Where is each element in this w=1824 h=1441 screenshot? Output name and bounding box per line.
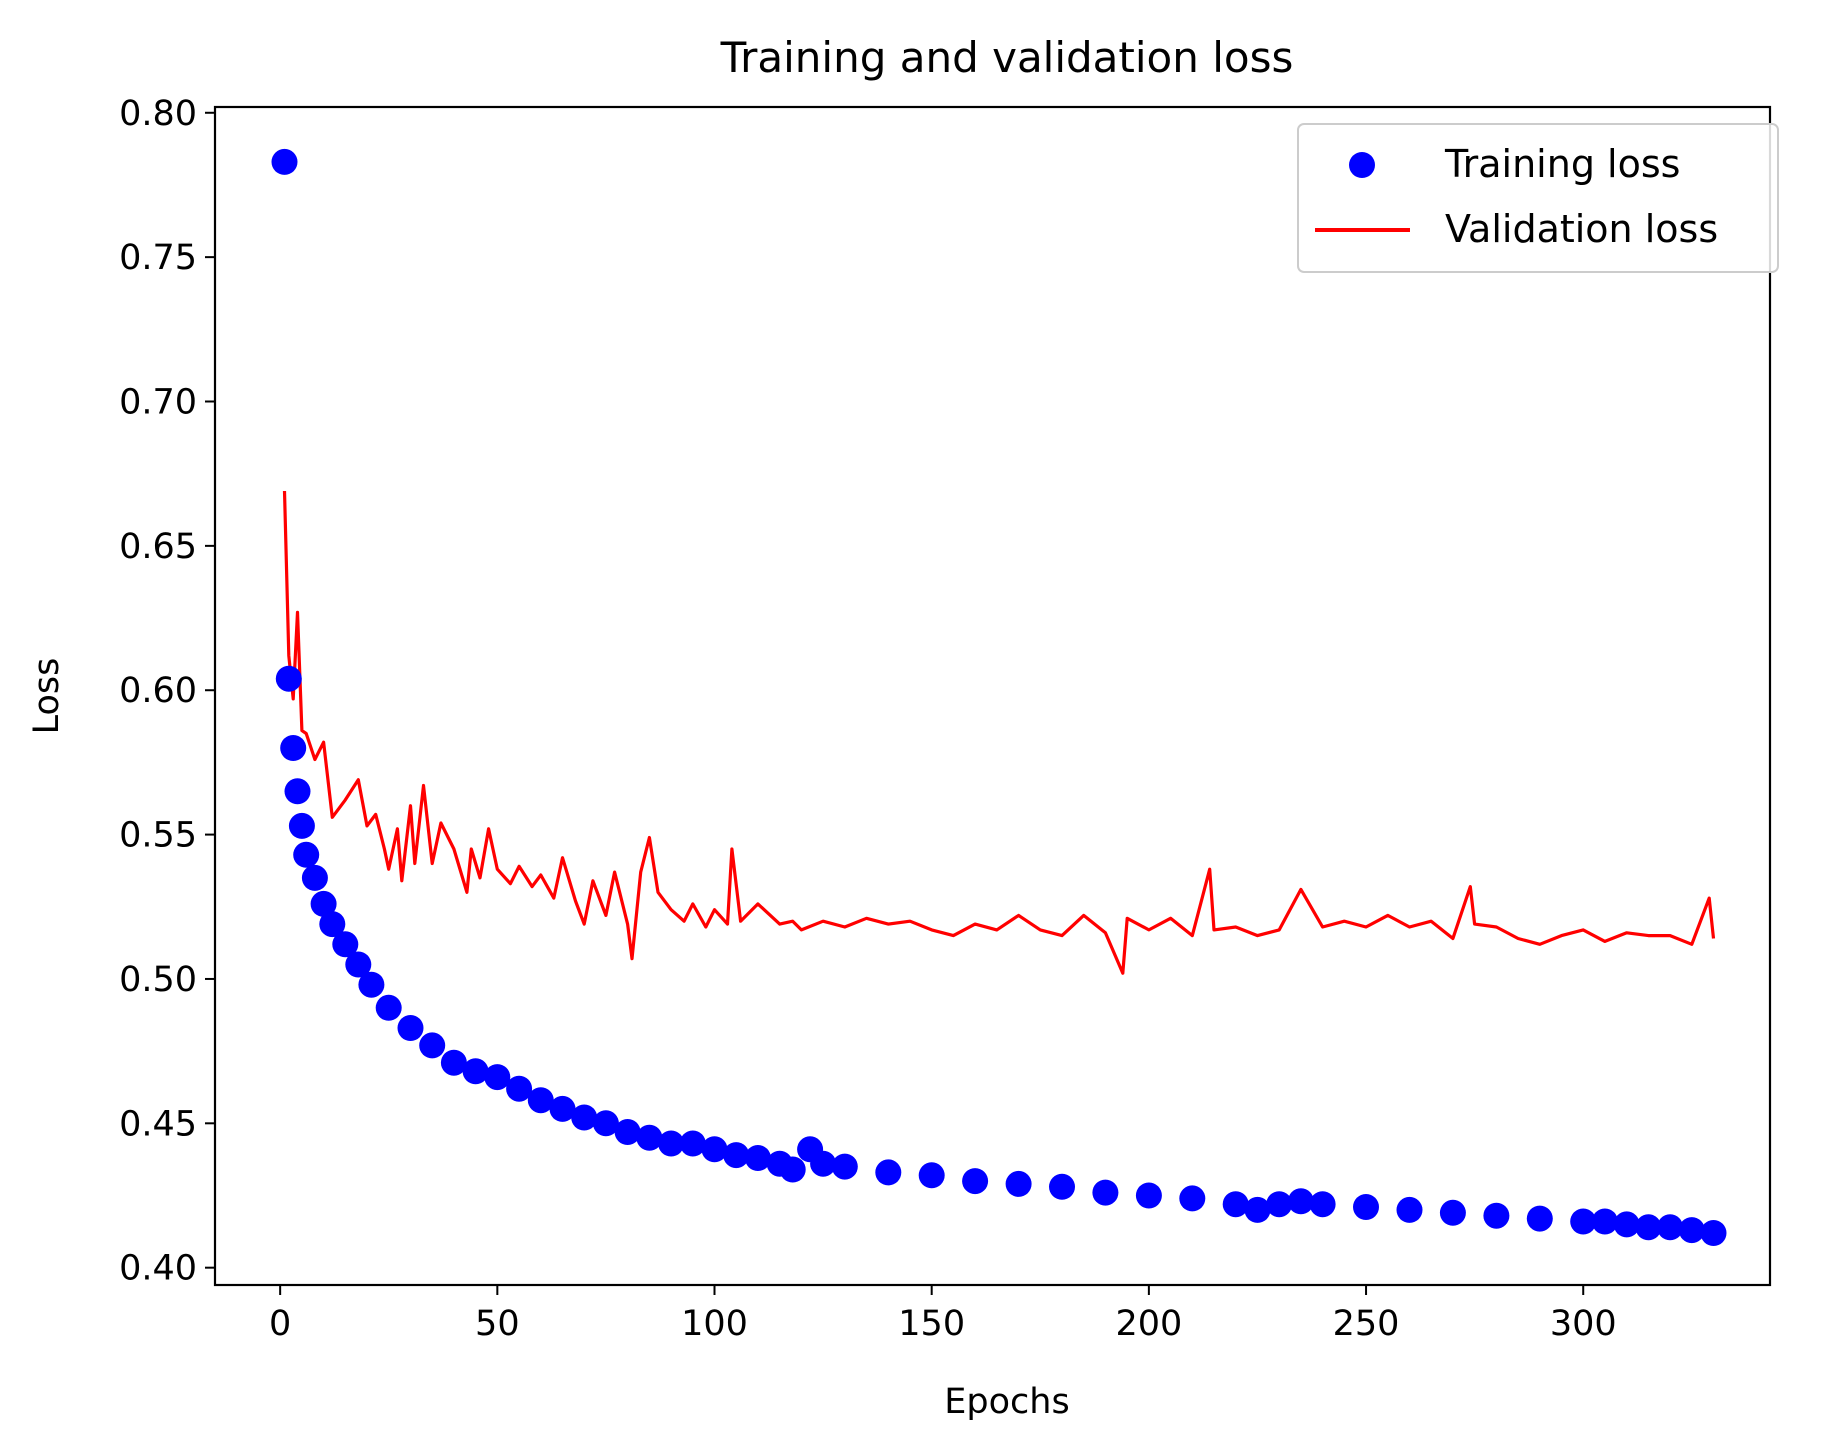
training-loss-point bbox=[1635, 1214, 1662, 1241]
training-loss-point bbox=[462, 1058, 489, 1085]
legend-box bbox=[1297, 123, 1779, 273]
training-loss-point bbox=[744, 1145, 771, 1171]
training-loss-point bbox=[1005, 1170, 1032, 1197]
training-loss-point bbox=[658, 1130, 685, 1157]
x-tick-label: 300 bbox=[1550, 1304, 1617, 1344]
y-tick-label: 0.50 bbox=[119, 960, 197, 1000]
training-loss-point bbox=[549, 1095, 576, 1122]
training-loss-point bbox=[375, 994, 402, 1021]
training-loss-point bbox=[506, 1075, 533, 1102]
training-loss-point bbox=[288, 812, 315, 839]
y-tick-label: 0.70 bbox=[119, 383, 197, 423]
validation-loss-line bbox=[282, 490, 1716, 975]
training-loss-point bbox=[301, 864, 328, 891]
training-loss-point bbox=[1591, 1208, 1618, 1235]
training-loss-point bbox=[271, 148, 298, 175]
y-tick-label: 0.60 bbox=[119, 671, 197, 711]
training-loss-point bbox=[1657, 1214, 1684, 1241]
training-loss-point bbox=[592, 1110, 619, 1137]
plot-layer bbox=[271, 148, 1727, 1246]
training-loss-point bbox=[345, 951, 372, 978]
training-loss-point bbox=[1266, 1191, 1293, 1218]
y-tick-label: 0.65 bbox=[119, 527, 197, 567]
training-loss-point bbox=[1049, 1173, 1075, 1200]
training-loss-point bbox=[810, 1150, 837, 1177]
training-loss-point bbox=[614, 1119, 641, 1145]
training-loss-point bbox=[1092, 1179, 1119, 1206]
x-axis: 0 50 100 150 200 250 300 bbox=[269, 1285, 1617, 1344]
training-loss-point bbox=[275, 665, 302, 692]
legend-validation-label: Validation loss bbox=[1445, 207, 1718, 251]
training-loss-point bbox=[1244, 1196, 1271, 1223]
legend-training-label: Training loss bbox=[1444, 142, 1680, 186]
training-loss-point bbox=[1678, 1217, 1705, 1244]
training-loss-point bbox=[723, 1142, 750, 1169]
x-tick-label: 0 bbox=[269, 1304, 291, 1344]
training-loss-point bbox=[1396, 1196, 1423, 1223]
training-loss-point bbox=[358, 971, 385, 998]
training-loss-point bbox=[1287, 1188, 1314, 1215]
training-loss-point bbox=[293, 841, 320, 868]
y-tick-label: 0.40 bbox=[119, 1249, 197, 1289]
x-tick-label: 200 bbox=[1115, 1304, 1182, 1344]
training-loss-point bbox=[636, 1124, 663, 1151]
y-tick-label: 0.45 bbox=[119, 1104, 197, 1144]
y-tick-label: 0.55 bbox=[119, 816, 197, 856]
training-loss-point bbox=[779, 1156, 806, 1183]
training-loss-point bbox=[397, 1015, 424, 1041]
training-loss-point bbox=[831, 1153, 858, 1180]
training-loss-point bbox=[1353, 1194, 1379, 1220]
training-loss-point bbox=[679, 1130, 706, 1157]
x-tick-label: 150 bbox=[898, 1304, 965, 1344]
training-loss-point bbox=[284, 778, 311, 805]
training-loss-point bbox=[875, 1159, 902, 1186]
training-loss-point bbox=[962, 1168, 989, 1195]
x-tick-label: 50 bbox=[475, 1304, 520, 1344]
training-loss-point bbox=[701, 1136, 728, 1163]
training-loss-point bbox=[332, 931, 359, 958]
training-loss-point bbox=[484, 1064, 511, 1091]
training-loss-point bbox=[1526, 1205, 1553, 1232]
training-loss-point bbox=[1613, 1211, 1640, 1238]
training-loss-point bbox=[319, 911, 346, 938]
y-tick-label: 0.80 bbox=[119, 94, 197, 134]
training-loss-point bbox=[1135, 1182, 1162, 1209]
training-loss-point bbox=[1483, 1202, 1510, 1229]
chart-title: Training and validation loss bbox=[720, 33, 1294, 82]
training-loss-point bbox=[280, 735, 307, 761]
y-axis: 0.40 0.45 0.50 0.55 0.60 0.65 0.70 0.75 0.80 bbox=[119, 94, 215, 1289]
axes-frame bbox=[213, 105, 1772, 1287]
y-tick-label: 0.75 bbox=[119, 238, 197, 278]
legend-training-marker bbox=[1349, 152, 1375, 178]
training-loss-point bbox=[1309, 1191, 1336, 1218]
training-loss-point bbox=[310, 890, 337, 917]
training-loss-point bbox=[419, 1032, 446, 1059]
x-tick-label: 100 bbox=[681, 1304, 748, 1344]
y-axis-label: Loss bbox=[27, 658, 67, 735]
training-loss-point bbox=[1222, 1191, 1249, 1218]
training-loss-point bbox=[1439, 1199, 1466, 1226]
x-tick-label: 250 bbox=[1333, 1304, 1400, 1344]
training-loss-point bbox=[1570, 1208, 1597, 1235]
training-loss-point bbox=[1179, 1185, 1206, 1212]
training-loss-point bbox=[571, 1104, 598, 1131]
training-loss-point bbox=[527, 1087, 554, 1114]
training-loss-point bbox=[918, 1162, 945, 1189]
training-loss-point bbox=[440, 1049, 467, 1076]
x-axis-label: Epochs bbox=[944, 1382, 1069, 1422]
training-loss-point bbox=[1700, 1220, 1727, 1246]
legend: Training loss Validation loss bbox=[1297, 123, 1779, 273]
